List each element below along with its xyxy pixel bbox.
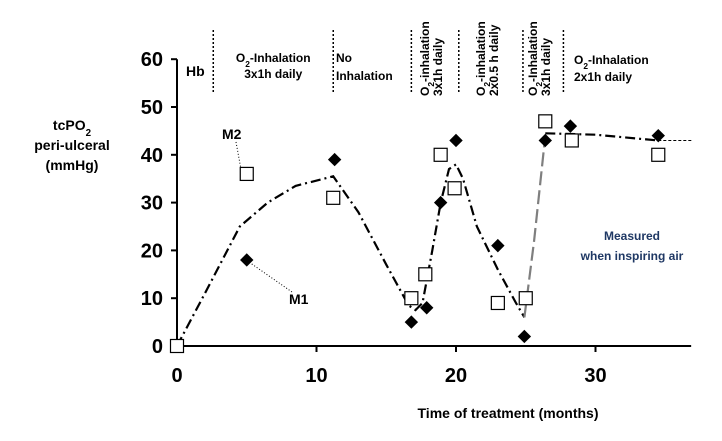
phase-label-6: 2x1h daily — [574, 70, 632, 84]
y-axis-title-line: (mmHg) — [46, 157, 99, 173]
marker-m2 — [538, 114, 553, 129]
marker-m1 — [240, 253, 254, 267]
marker-m1 — [538, 133, 552, 148]
marker-m1 — [327, 152, 342, 167]
x-tick-label: 30 — [584, 365, 606, 387]
annotations: M2 M1 Measured when inspiring air — [222, 126, 684, 307]
marker-m1 — [419, 301, 434, 315]
marker-m2 — [490, 295, 505, 311]
y-tick-label: 10 — [141, 288, 163, 310]
marker-m2 — [404, 291, 419, 306]
y-tick-label: 30 — [141, 193, 163, 215]
x-tick-label: 20 — [445, 365, 467, 387]
m1-leader-line — [251, 263, 293, 293]
phase-label-6: O2-Inhalation — [574, 53, 649, 71]
marker-m2 — [564, 133, 579, 148]
phase-label-1: 3x1h daily — [244, 67, 302, 81]
marker-m1 — [449, 133, 463, 148]
trend-line-recovery — [523, 135, 547, 318]
y-axis-title-line: tcPO2 — [53, 117, 92, 139]
marker-m2 — [418, 267, 433, 282]
y-tick-label: 50 — [141, 97, 163, 119]
marker-m2 — [239, 166, 254, 182]
phase-label-3: O2-inhalation — [418, 21, 436, 96]
y-tick-label: 60 — [141, 49, 163, 71]
marker-m1 — [404, 315, 419, 329]
phase-label-3: 3x1h daily — [431, 38, 445, 96]
marker-m1 — [517, 329, 532, 344]
phase-label-2: Inhalation — [336, 69, 393, 83]
marker-m1 — [651, 128, 665, 143]
trend-line — [176, 162, 526, 347]
phase-label-4: O2-inhalation — [474, 21, 492, 96]
y-tick-label: 40 — [141, 145, 163, 167]
data-markers — [169, 114, 666, 354]
marker-m2 — [651, 147, 666, 162]
phase-label-4: 2x0.5 h daily — [487, 24, 501, 96]
measured-note-line: when inspiring air — [580, 249, 684, 263]
marker-m2 — [433, 147, 448, 162]
axes: 0 10 20 30 40 50 60 0 10 20 30 Time of treatment (m… — [34, 49, 692, 421]
marker-m1 — [563, 119, 578, 133]
label-m2: M2 — [222, 126, 242, 142]
y-tick-label: 0 — [152, 336, 163, 358]
y-tick-label: 20 — [141, 240, 163, 262]
x-axis-title: Time of treatment (months) — [418, 405, 599, 421]
marker-m2 — [447, 181, 462, 196]
label-m1: M1 — [289, 291, 309, 307]
marker-m2 — [326, 190, 341, 205]
x-tick-label: 0 — [171, 365, 182, 387]
x-tick-label: 10 — [305, 365, 327, 387]
phase-label-0: Hb — [186, 63, 205, 79]
measured-note-line: Measured — [604, 229, 660, 243]
phase-label-5: 3x1h daily — [539, 38, 553, 96]
m2-leader-line — [235, 141, 242, 169]
phase-label-5: O2-Inhalation — [526, 21, 544, 96]
phase-label-1: O2-Inhalation — [236, 51, 311, 69]
marker-m1 — [491, 238, 505, 253]
trend-line-plateau — [545, 132, 659, 142]
marker-m1 — [433, 195, 448, 210]
marker-m2 — [169, 338, 185, 354]
phase-label-2: No — [336, 51, 352, 65]
marker-m2 — [518, 291, 533, 306]
y-axis-title-line: peri-ulceral — [34, 137, 109, 153]
